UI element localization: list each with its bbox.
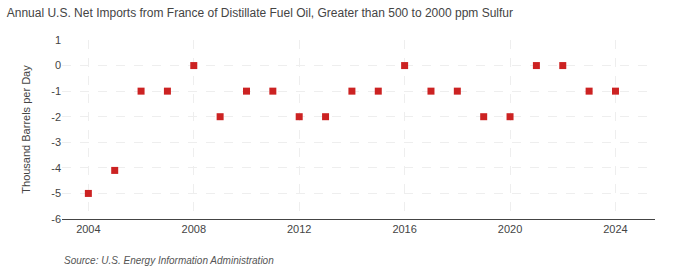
svg-text:2016: 2016	[392, 223, 416, 235]
svg-text:Thousand Barrels per Day: Thousand Barrels per Day	[20, 65, 32, 194]
svg-text:2020: 2020	[498, 223, 522, 235]
svg-text:Annual U.S. Net Imports from F: Annual U.S. Net Imports from France of D…	[7, 6, 513, 20]
svg-text:-4: -4	[51, 162, 61, 174]
svg-text:-1: -1	[51, 85, 61, 97]
svg-text:-2: -2	[51, 111, 61, 123]
svg-text:Source: U.S. Energy Informatio: Source: U.S. Energy Information Administ…	[64, 255, 274, 266]
svg-text:-5: -5	[51, 187, 61, 199]
svg-text:1: 1	[55, 34, 61, 46]
svg-text:2008: 2008	[182, 223, 206, 235]
svg-text:0: 0	[55, 59, 61, 71]
svg-text:2004: 2004	[76, 223, 100, 235]
svg-text:2012: 2012	[287, 223, 311, 235]
svg-text:2024: 2024	[603, 223, 627, 235]
svg-text:-3: -3	[51, 136, 61, 148]
svg-text:-6: -6	[51, 213, 61, 225]
